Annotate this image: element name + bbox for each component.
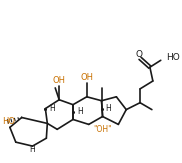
Text: H: H bbox=[77, 107, 83, 116]
Text: H: H bbox=[106, 104, 111, 113]
Text: O: O bbox=[136, 50, 143, 59]
Text: OH: OH bbox=[53, 75, 66, 85]
Text: "OH": "OH" bbox=[93, 125, 112, 134]
Text: OH: OH bbox=[80, 73, 93, 82]
Text: H: H bbox=[49, 104, 55, 113]
Text: H: H bbox=[30, 145, 35, 154]
Text: HO: HO bbox=[166, 53, 179, 62]
Text: HO: HO bbox=[2, 117, 15, 126]
